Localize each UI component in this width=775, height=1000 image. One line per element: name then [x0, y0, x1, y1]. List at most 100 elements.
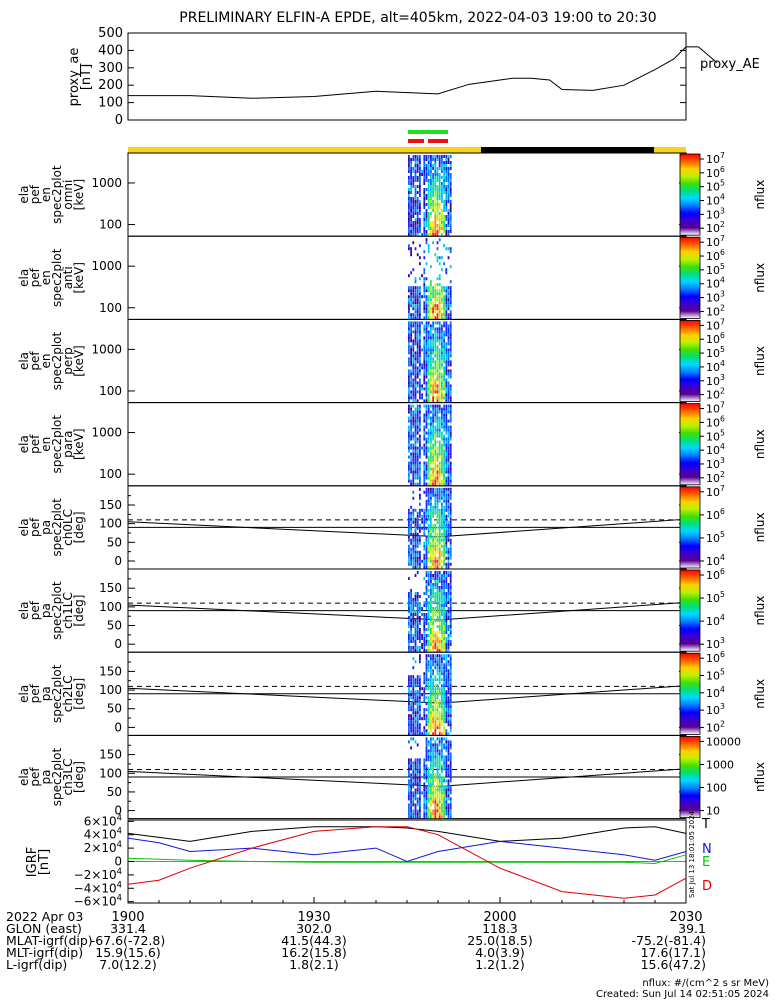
spectrogram-cell — [449, 797, 452, 801]
spectrogram-cell — [412, 559, 415, 563]
spectrogram-cell — [438, 434, 441, 438]
spectrogram-cell — [434, 366, 437, 370]
spectrogram-cell — [447, 327, 450, 331]
spectrogram-cell — [419, 815, 421, 819]
spectrogram-cell — [423, 221, 426, 224]
spectrogram-cell — [445, 705, 448, 709]
spectrogram-cell — [432, 179, 434, 182]
spectrogram-cell — [419, 637, 421, 640]
spectrogram-cell — [408, 622, 410, 625]
spectrogram-cell — [410, 517, 412, 521]
spectrogram-cell — [443, 470, 445, 474]
spectrogram-cell — [419, 407, 421, 411]
spectrogram-cell — [408, 404, 410, 408]
spectrogram-cell — [443, 631, 445, 634]
spectrogram-cell — [449, 643, 452, 646]
spectrogram-cell — [432, 289, 434, 293]
spectrogram-cell — [436, 797, 439, 801]
spectrogram-cell — [423, 164, 426, 167]
spectrogram-cell — [419, 794, 421, 798]
spectrogram-cell — [425, 461, 428, 465]
spectrogram-cell — [436, 541, 439, 545]
proxy-ae-ylabel: proxy_ae — [67, 48, 82, 107]
spectrogram-cell — [441, 357, 443, 361]
spectrogram-cell — [443, 295, 445, 299]
spectrogram-cell — [438, 690, 441, 694]
spectrogram-cell — [427, 155, 430, 158]
spectrogram-cell — [432, 640, 434, 643]
spectrogram-cell — [447, 634, 450, 637]
spectrogram-cell — [443, 547, 445, 551]
spectrogram-cell — [423, 375, 426, 379]
spectrogram-cell — [416, 607, 419, 610]
spectrogram-cell — [425, 164, 428, 167]
spectrogram-cell — [449, 369, 452, 373]
spectrogram-cell — [434, 437, 437, 441]
spectrogram-cell — [441, 610, 443, 613]
spectrogram-cell — [427, 577, 430, 580]
spectrogram-cell — [434, 316, 437, 320]
spectrogram-cell — [412, 773, 415, 777]
spectrogram-cell — [436, 660, 439, 664]
colorbar-label: nflux — [753, 346, 767, 376]
spectrogram-cell — [436, 470, 439, 474]
spectrogram-cell — [436, 669, 439, 673]
colorbar-label: nflux — [753, 679, 767, 709]
spectrogram-cell — [441, 375, 443, 379]
spectrogram-cell — [427, 717, 430, 721]
spectrogram-cell — [421, 170, 423, 173]
spectrogram-cell — [427, 767, 430, 771]
spectrogram-cell — [427, 640, 430, 643]
spectrogram-cell — [410, 470, 412, 474]
spectrogram-cell — [432, 782, 434, 786]
spectrogram-cell — [412, 782, 415, 786]
spectrogram-cell — [436, 487, 439, 491]
spectrogram-cell — [408, 339, 410, 343]
spectrogram-cell — [423, 672, 426, 676]
spectrogram-cell — [419, 675, 421, 679]
spectrogram-cell — [408, 304, 410, 308]
spectrogram-cell — [416, 404, 419, 408]
spectrogram-cell — [449, 764, 452, 768]
spectrogram-cell — [438, 678, 441, 682]
spectrogram-cell — [430, 726, 432, 730]
spectrogram-cell — [427, 458, 430, 462]
spectrogram-cell — [443, 732, 445, 736]
spectrogram-cell — [438, 407, 441, 411]
spectrogram-cell — [447, 215, 450, 218]
spectrogram-cell — [438, 511, 441, 515]
spectrogram-cell — [414, 440, 417, 444]
spectrogram-cell — [443, 262, 445, 266]
spectrogram-cell — [441, 601, 443, 604]
spectrogram-cell — [447, 514, 450, 518]
spectrogram-cell — [447, 230, 450, 233]
spectrogram-cell — [414, 203, 417, 206]
spectrogram-cell — [412, 467, 415, 471]
spectrogram-cell — [436, 336, 439, 340]
spectrogram-cell — [432, 310, 434, 314]
spectrogram-cell — [432, 461, 434, 465]
spectrogram-cell — [430, 440, 432, 444]
proxy-ae-ytick-label: 200 — [98, 78, 123, 93]
spectrogram-cell — [449, 342, 452, 346]
spectrogram-cell — [419, 502, 421, 506]
spectrogram-cell — [414, 422, 417, 426]
spectrogram-cell — [414, 476, 417, 480]
spectrogram-cell — [434, 221, 437, 224]
spectrogram-cell — [408, 387, 410, 391]
spectrogram-cell — [432, 410, 434, 414]
spectrogram-cell — [408, 393, 410, 397]
spectrogram-cell — [408, 212, 410, 215]
spectrogram-cell — [414, 378, 417, 382]
spectrogram-cell — [414, 233, 417, 236]
spectrogram-cell — [416, 339, 419, 343]
spectrogram-cell — [449, 310, 452, 314]
spectrogram-cell — [414, 693, 417, 697]
spectrogram-cell — [447, 532, 450, 536]
spectrogram-cell — [414, 613, 417, 616]
spectrogram-cell — [408, 375, 410, 379]
spectrogram-cell — [438, 301, 441, 305]
spectrogram-cell — [436, 634, 439, 637]
spectrogram-cell — [434, 643, 437, 646]
spectrogram-cell — [416, 224, 419, 227]
